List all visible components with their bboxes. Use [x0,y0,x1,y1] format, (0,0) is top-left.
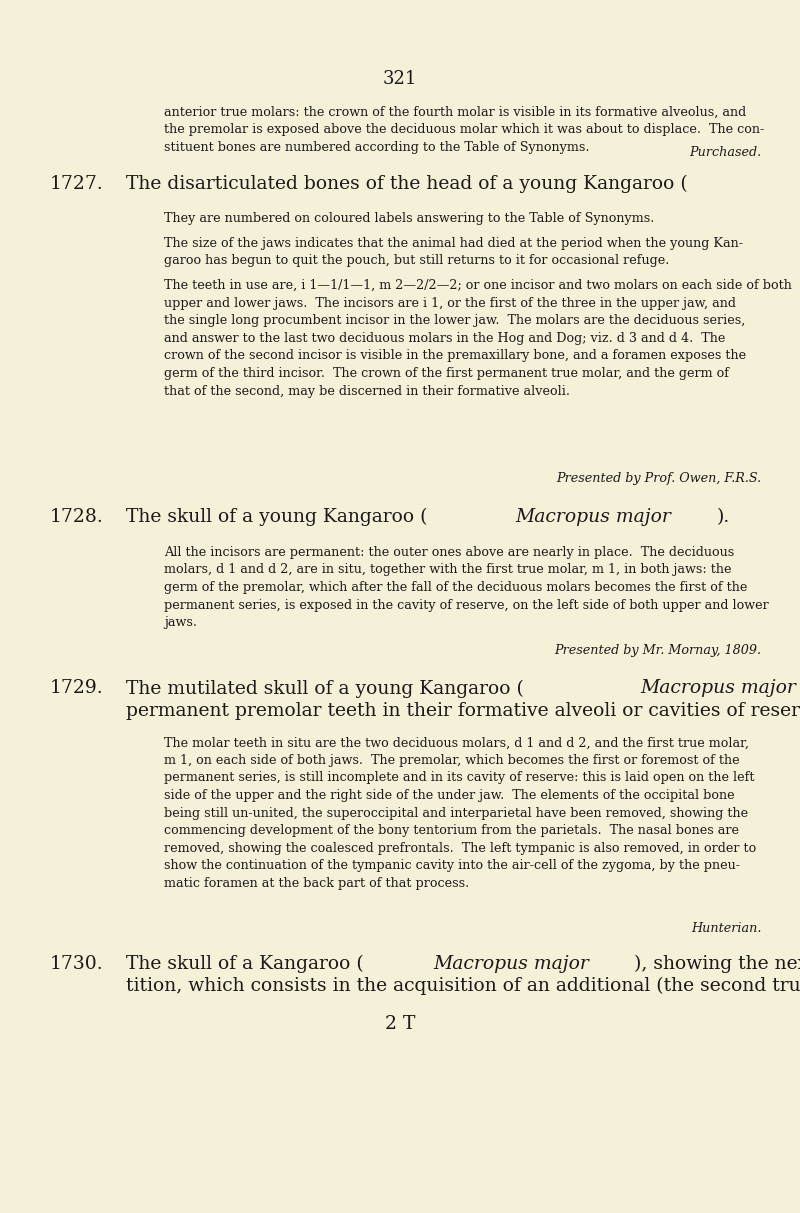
Text: 1730.: 1730. [50,955,103,973]
Text: ).: ). [717,508,730,526]
Text: permanent premolar teeth in their formative alveoli or cavities of reserve.: permanent premolar teeth in their format… [126,701,800,719]
Text: m 1, on each side of both jaws.  The premolar, which becomes the first or foremo: m 1, on each side of both jaws. The prem… [164,753,740,767]
Text: germ of the premolar, which after the fall of the deciduous molars becomes the f: germ of the premolar, which after the fa… [164,581,747,594]
Text: and answer to the last two deciduous molars in the Hog and Dog; viz. d 3 and d 4: and answer to the last two deciduous mol… [164,332,726,344]
Text: show the continuation of the tympanic cavity into the air-cell of the zygoma, by: show the continuation of the tympanic ca… [164,860,740,872]
Text: Macropus major: Macropus major [433,955,589,973]
Text: anterior true molars: the crown of the fourth molar is visible in its formative : anterior true molars: the crown of the f… [164,106,746,119]
Text: The size of the jaws indicates that the animal had died at the period when the y: The size of the jaws indicates that the … [164,237,743,250]
Text: garoo has begun to quit the pouch, but still returns to it for occasional refuge: garoo has begun to quit the pouch, but s… [164,255,670,268]
Text: 1727.: 1727. [50,175,103,193]
Text: permanent series, is exposed in the cavity of reserve, on the left side of both : permanent series, is exposed in the cavi… [164,598,769,611]
Text: The mutilated skull of a young Kangaroo (: The mutilated skull of a young Kangaroo … [126,679,524,697]
Text: Presented by Mr. Mornay, 1809.: Presented by Mr. Mornay, 1809. [554,644,762,657]
Text: crown of the second incisor is visible in the premaxillary bone, and a foramen e: crown of the second incisor is visible i… [164,349,746,363]
Text: commencing development of the bony tentorium from the parietals.  The nasal bone: commencing development of the bony tento… [164,825,739,837]
Text: ), showing the next stage of den-: ), showing the next stage of den- [634,955,800,973]
Text: stituent bones are numbered according to the Table of Synonyms.: stituent bones are numbered according to… [164,141,590,154]
Text: being still un-united, the superoccipital and interparietal have been removed, s: being still un-united, the superoccipita… [164,807,748,820]
Text: the premolar is exposed above the deciduous molar which it was about to displace: the premolar is exposed above the decidu… [164,124,764,136]
Text: Macropus major: Macropus major [640,679,796,697]
Text: 321: 321 [383,70,417,89]
Text: that of the second, may be discerned in their formative alveoli.: that of the second, may be discerned in … [164,385,570,398]
Text: jaws.: jaws. [164,616,197,630]
Text: matic foramen at the back part of that process.: matic foramen at the back part of that p… [164,877,470,890]
Text: The teeth in use are, i 1—1/1—1, m 2—2/2—2; or one incisor and two molars on eac: The teeth in use are, i 1—1/1—1, m 2—2/2… [164,279,792,292]
Text: Macropus major: Macropus major [515,508,671,526]
Text: tition, which consists in the acquisition of an additional (the second true): tition, which consists in the acquisitio… [126,978,800,996]
Text: 1729.: 1729. [50,679,103,697]
Text: Presented by Prof. Owen, F.R.S.: Presented by Prof. Owen, F.R.S. [557,472,762,485]
Text: upper and lower jaws.  The incisors are i 1, or the first of the three in the up: upper and lower jaws. The incisors are i… [164,297,736,309]
Text: The molar teeth in situ are the two deciduous molars, d 1 and d 2, and the first: The molar teeth in situ are the two deci… [164,736,749,750]
Text: The disarticulated bones of the head of a young Kangaroo (: The disarticulated bones of the head of … [126,175,688,193]
Text: side of the upper and the right side of the under jaw.  The elements of the occi: side of the upper and the right side of … [164,790,734,802]
Text: Hunterian.: Hunterian. [691,922,762,935]
Text: The skull of a Kangaroo (: The skull of a Kangaroo ( [126,955,364,973]
Text: permanent series, is still incomplete and in its cavity of reserve: this is laid: permanent series, is still incomplete an… [164,771,754,785]
Text: molars, d 1 and d 2, are in situ, together with the first true molar, m 1, in bo: molars, d 1 and d 2, are in situ, togeth… [164,563,731,576]
Text: germ of the third incisor.  The crown of the first permanent true molar, and the: germ of the third incisor. The crown of … [164,368,729,380]
Text: 2 T: 2 T [385,1015,415,1033]
Text: removed, showing the coalesced prefrontals.  The left tympanic is also removed, : removed, showing the coalesced prefronta… [164,842,756,855]
Text: They are numbered on coloured labels answering to the Table of Synonyms.: They are numbered on coloured labels ans… [164,212,654,226]
Text: Purchased.: Purchased. [690,146,762,159]
Text: All the incisors are permanent: the outer ones above are nearly in place.  The d: All the incisors are permanent: the oute… [164,546,734,559]
Text: The skull of a young Kangaroo (: The skull of a young Kangaroo ( [126,508,428,526]
Text: 1728.: 1728. [50,508,103,526]
Text: the single long procumbent incisor in the lower jaw.  The molars are the deciduo: the single long procumbent incisor in th… [164,314,746,328]
